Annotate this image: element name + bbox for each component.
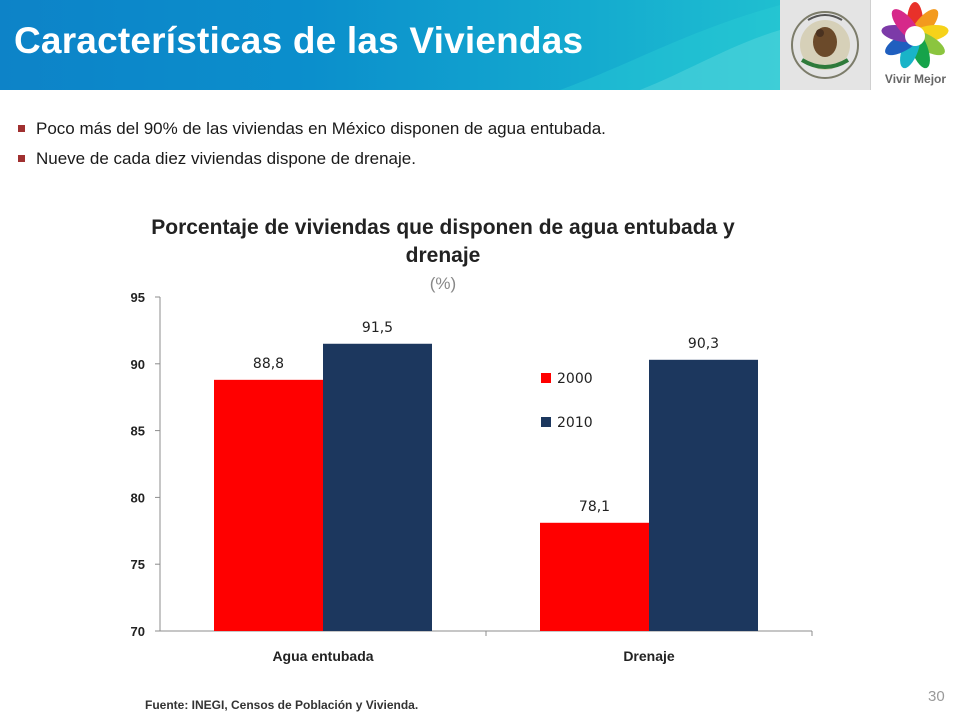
y-tick-label: 80 — [131, 490, 145, 505]
bar-2010-1 — [649, 359, 758, 631]
bullet-list: Poco más del 90% de las viviendas en Méx… — [18, 118, 606, 178]
y-tick-label: 70 — [131, 624, 145, 639]
bullet-marker — [18, 155, 25, 162]
vivir-mejor-logo: Vivir Mejor — [871, 0, 960, 90]
bullet-item: Poco más del 90% de las viviendas en Méx… — [18, 118, 606, 148]
legend-swatch — [541, 417, 551, 427]
bar-2000-0 — [214, 379, 323, 631]
page-number: 30 — [928, 688, 945, 705]
y-tick-label: 95 — [131, 290, 145, 305]
data-label: 88,8 — [253, 356, 284, 372]
national-emblem-logo — [780, 0, 871, 90]
legend-label: 2000 — [557, 371, 593, 387]
bullet-marker — [18, 125, 25, 132]
logo-caption: Vivir Mejor — [884, 72, 947, 86]
header-wave-decoration — [560, 5, 780, 90]
data-label: 78,1 — [579, 499, 610, 515]
legend-label: 2010 — [557, 415, 593, 431]
header-bar: Características de las Viviendas — [0, 0, 780, 90]
x-category-label: Drenaje — [623, 648, 675, 664]
data-label: 91,5 — [362, 320, 393, 336]
bullet-text: Nueve de cada diez viviendas dispone de … — [36, 149, 416, 168]
chart-subtitle: (%) — [429, 274, 457, 293]
legend-swatch — [541, 373, 551, 383]
y-tick-label: 90 — [131, 357, 145, 372]
bullet-text: Poco más del 90% de las viviendas en Méx… — [36, 119, 606, 138]
y-tick-label: 75 — [131, 557, 145, 572]
bar-2010-0 — [323, 343, 432, 631]
x-category-label: Agua entubada — [272, 648, 373, 664]
page-title: Características de las Viviendas — [14, 20, 584, 61]
data-label: 90,3 — [688, 336, 719, 352]
source-note: Fuente: INEGI, Censos de Población y Viv… — [145, 698, 419, 712]
bullet-item: Nueve de cada diez viviendas dispone de … — [18, 148, 606, 178]
bar-2000-1 — [540, 522, 649, 631]
y-tick-label: 85 — [131, 424, 145, 439]
chart-title: Porcentaje de viviendas que disponen de … — [151, 216, 735, 267]
